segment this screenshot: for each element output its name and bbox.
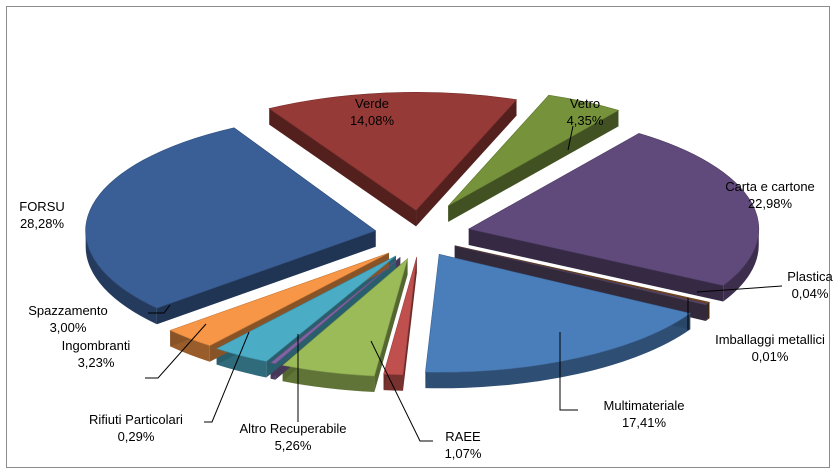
slice-cut-face xyxy=(269,108,417,227)
slice-label: Rifiuti Particolari xyxy=(89,412,183,427)
slice-value-label: 22,98% xyxy=(748,196,793,211)
slice-value-label: 0,04% xyxy=(792,286,829,301)
slice-value-label: 3,00% xyxy=(50,320,87,335)
slice-label: RAEE xyxy=(445,429,481,444)
slice-label: Carta e cartone xyxy=(725,179,815,194)
slice-value-label: 14,08% xyxy=(350,113,395,128)
slice-spazzamento xyxy=(169,252,390,347)
slice-label: Spazzamento xyxy=(28,303,108,318)
slice-cut-face xyxy=(374,258,408,393)
slice-rifiuti-particolari xyxy=(269,257,401,365)
slice-value-label: 17,41% xyxy=(622,415,667,430)
slice-label: Ingombranti xyxy=(62,338,131,353)
slice-label: Plastica xyxy=(787,269,833,284)
leader-line xyxy=(559,332,578,411)
leader-lines xyxy=(145,125,783,442)
slice-label: Verde xyxy=(355,96,389,111)
leader-line xyxy=(145,323,207,379)
slice-value-label: 3,23% xyxy=(78,355,115,370)
slice-tops xyxy=(85,92,760,377)
leader-line xyxy=(696,285,783,293)
slice-multimateriale xyxy=(425,253,691,373)
slice-label: Vetro xyxy=(570,96,600,111)
slice-side xyxy=(723,228,759,302)
slice-verde xyxy=(268,92,518,211)
slice-side xyxy=(425,313,691,389)
slice-raee xyxy=(383,256,418,376)
slice-vetro xyxy=(448,94,620,207)
slice-value-label: 28,28% xyxy=(20,216,65,231)
slice-value-label: 5,26% xyxy=(275,438,312,453)
leader-line xyxy=(204,331,250,423)
slice-label: Imballaggi metallici xyxy=(715,332,825,347)
slice-value-label: 0,29% xyxy=(118,429,155,444)
slice-side xyxy=(85,230,157,325)
slice-label: Altro Recuperabile xyxy=(240,421,347,436)
slice-value-label: 1,07% xyxy=(445,446,482,461)
slice-side xyxy=(383,374,404,391)
slice-ingombranti xyxy=(215,255,397,362)
slice-carta-e-cartone xyxy=(467,133,760,286)
slice-labels: Verde 14,08% Vetro 4,35% Carta e cartone 22,9… xyxy=(19,96,833,461)
slice-cut-face xyxy=(468,228,724,302)
slice-side xyxy=(282,365,375,393)
slice-label: FORSU xyxy=(19,199,65,214)
slice-cut-face xyxy=(156,230,376,325)
leader-line xyxy=(148,304,171,314)
leader-line xyxy=(567,125,574,151)
leader-line xyxy=(370,340,433,442)
slice-forsu xyxy=(85,127,377,309)
slice-cut-face xyxy=(416,99,517,227)
slice-cut-face xyxy=(448,110,619,222)
slice-cut-face xyxy=(403,256,417,391)
slice-altro-recuperabile xyxy=(282,257,409,377)
slice-label: Multimateriale xyxy=(604,398,685,413)
slice-value-label: 4,35% xyxy=(567,113,604,128)
slice-imballaggi-metallici xyxy=(454,245,709,306)
slice-value-label: 0,01% xyxy=(752,349,789,364)
